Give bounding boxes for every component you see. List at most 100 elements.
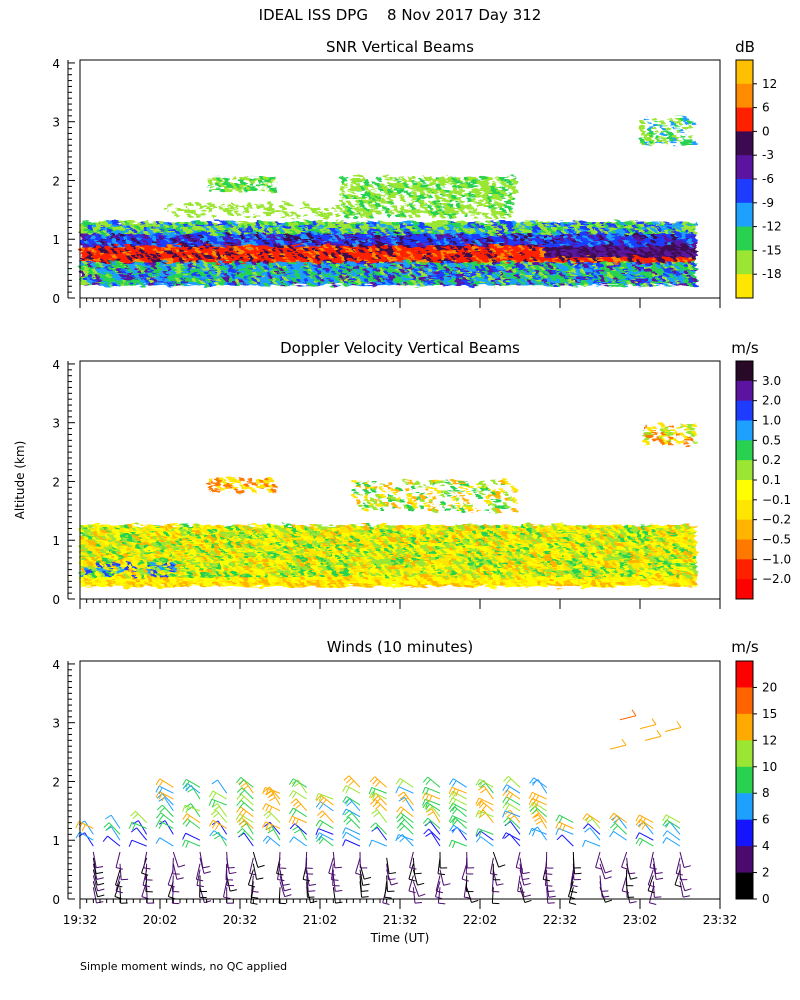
- field-cell: [640, 132, 645, 136]
- field-cell: [664, 245, 669, 249]
- field-cell: [304, 266, 309, 270]
- field-cell: [224, 252, 229, 256]
- field-cell: [420, 280, 425, 284]
- field-cell: [384, 252, 389, 256]
- field-cell: [584, 261, 589, 265]
- field-cell: [452, 183, 457, 187]
- field-cell: [460, 245, 465, 249]
- field-cell: [412, 270, 417, 274]
- field-cell: [252, 266, 257, 270]
- field-cell: [372, 275, 377, 279]
- field-cell: [500, 176, 505, 180]
- field-cell: [248, 202, 253, 206]
- field-cell: [224, 176, 229, 180]
- field-cell: [440, 223, 445, 227]
- field-cell: [620, 235, 625, 239]
- field-cell: [384, 259, 389, 263]
- field-cell: [396, 240, 401, 244]
- field-cell: [428, 282, 433, 286]
- field-cell: [436, 254, 441, 258]
- field-cell: [436, 205, 441, 209]
- field-cell: [180, 261, 185, 265]
- field-cell: [332, 256, 337, 260]
- field-cell: [492, 223, 497, 227]
- field-cell: [364, 252, 369, 256]
- field-cell: [432, 273, 437, 277]
- field-cell: [488, 278, 493, 281]
- field-cell: [328, 275, 333, 279]
- field-cell: [148, 268, 153, 272]
- field-cell: [240, 270, 245, 274]
- field-cell: [552, 223, 557, 227]
- field-cell: [612, 266, 617, 270]
- field-cell: [248, 273, 253, 277]
- field-cell: [528, 270, 533, 274]
- field-cell: [216, 235, 221, 239]
- field-cell: [688, 235, 693, 239]
- field-cell: [636, 256, 641, 260]
- field-cell: [608, 240, 613, 244]
- field-cell: [304, 254, 309, 258]
- field-cell: [300, 275, 305, 279]
- field-cell: [432, 245, 437, 249]
- field-cell: [420, 266, 425, 270]
- field-cell: [592, 240, 597, 244]
- field-cell: [100, 231, 105, 234]
- field-cell: [540, 261, 545, 265]
- field-cell: [584, 245, 589, 249]
- field-cell: [232, 238, 237, 242]
- field-cell: [548, 268, 553, 272]
- field-cell: [304, 240, 309, 244]
- field-cell: [592, 228, 597, 232]
- field-cell: [492, 252, 497, 256]
- field-cell: [332, 268, 337, 272]
- field-cell: [116, 228, 121, 232]
- field-cell: [88, 228, 93, 232]
- field-cell: [388, 228, 393, 232]
- field-cell: [264, 254, 269, 258]
- field-cell: [452, 280, 457, 284]
- field-cell: [556, 221, 561, 225]
- field-cell: [172, 280, 177, 284]
- field-cell: [496, 268, 501, 272]
- field-cell: [644, 245, 649, 249]
- field-cell: [428, 270, 433, 274]
- field-cell: [328, 280, 333, 284]
- field-cell: [656, 247, 661, 251]
- field-cell: [676, 275, 681, 279]
- field-cell: [640, 226, 645, 230]
- field-cell: [164, 280, 169, 284]
- field-cell: [540, 226, 545, 230]
- field-cell: [404, 282, 409, 286]
- field-cell: [304, 273, 309, 277]
- field-cell: [688, 259, 693, 263]
- field-cell: [288, 202, 293, 206]
- field-cell: [584, 238, 589, 242]
- field-cell: [292, 268, 297, 272]
- field-cell: [256, 226, 261, 230]
- field-cell: [320, 231, 325, 234]
- field-cell: [424, 259, 429, 263]
- field-cell: [348, 282, 353, 286]
- field-cell: [204, 249, 209, 253]
- field-cell: [164, 238, 169, 242]
- field-cell: [80, 275, 85, 279]
- field-cell: [200, 235, 205, 239]
- field-cell: [580, 249, 585, 253]
- field-cell: [216, 259, 221, 263]
- field-cell: [80, 583, 85, 587]
- field-cell: [252, 256, 257, 260]
- field-cell: [156, 238, 161, 242]
- field-cell: [588, 249, 593, 253]
- field-cell: [228, 268, 233, 272]
- field-cell: [564, 278, 569, 281]
- field-cell: [220, 273, 225, 277]
- field-cell: [636, 228, 641, 232]
- field-cell: [452, 247, 457, 251]
- field-cell: [484, 195, 489, 199]
- field-cell: [464, 186, 469, 190]
- field-cell: [184, 223, 189, 227]
- field-cell: [396, 259, 401, 263]
- field-cell: [484, 245, 489, 249]
- field-cell: [316, 226, 321, 230]
